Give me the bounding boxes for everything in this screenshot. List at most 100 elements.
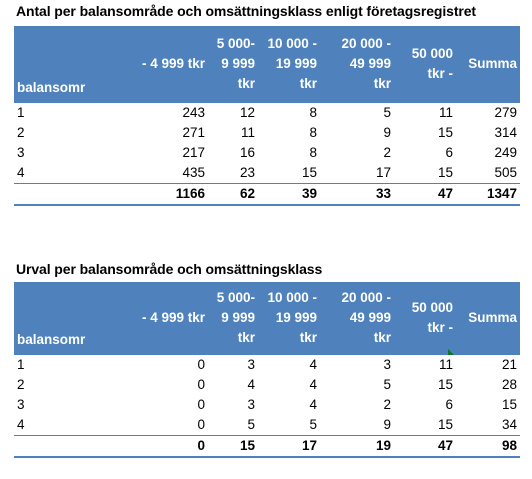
cell: 9: [383, 125, 391, 140]
cell: 11: [438, 357, 453, 372]
cell: 249: [494, 145, 517, 160]
table-row: 2 271 11 8 9 15 314: [14, 123, 520, 143]
row-label: 1: [17, 357, 25, 372]
total-cell: 19: [320, 435, 394, 458]
header-col-4: 20 000 -49 999 tkr: [320, 26, 394, 103]
header-col-2: 5 000- 9 999 tkr: [208, 282, 258, 355]
cell: 15: [437, 125, 453, 140]
total-cell: 1166: [122, 183, 208, 206]
cell: 9: [383, 417, 391, 432]
cell: 8: [309, 125, 317, 140]
table-row: 1 0 3 4 3 11 21: [14, 355, 520, 376]
cell: 11: [240, 125, 255, 140]
cell: 505: [494, 165, 517, 180]
cell: 11: [438, 105, 453, 120]
cell: 15: [501, 397, 517, 412]
cell: 217: [182, 145, 205, 160]
table1: balansomr - 4 999 tkr 5 000- 9 999 tkr 10 …: [14, 26, 520, 206]
table1-header-row: balansomr - 4 999 tkr 5 000- 9 999 tkr 10 …: [14, 26, 520, 103]
total-cell: 33: [320, 183, 394, 206]
cell: 6: [445, 397, 453, 412]
cell: 5: [383, 377, 391, 392]
cell: 435: [182, 165, 205, 180]
header-balansomr: balansomr: [14, 282, 122, 355]
cell: 4: [309, 357, 317, 372]
cell: 16: [239, 145, 255, 160]
table-row: 1 243 12 8 5 11 279: [14, 103, 520, 124]
cell: 279: [494, 105, 517, 120]
total-label: [14, 435, 122, 458]
cell: 5: [247, 417, 255, 432]
row-label: 4: [17, 165, 25, 180]
total-cell: 47: [394, 183, 456, 206]
cell: 3: [383, 357, 391, 372]
header-col-3: 10 000 -19 999 tkr: [258, 26, 320, 103]
comment-marker-icon: [448, 349, 454, 355]
row-label: 2: [17, 377, 25, 392]
row-label: 1: [17, 105, 25, 120]
cell: 15: [437, 417, 453, 432]
total-cell: 98: [456, 435, 520, 458]
cell: 8: [309, 145, 317, 160]
header-col-5: 50 000 tkr -: [394, 26, 456, 103]
header-col-3: 10 000 -19 999 tkr: [258, 282, 320, 355]
table-row: 4 435 23 15 17 15 505: [14, 163, 520, 184]
total-row: 0 15 17 19 47 98: [14, 435, 520, 458]
cell: 4: [309, 397, 317, 412]
table1-title: Antal per balansområde och omsättningskl…: [16, 3, 476, 19]
total-cell: 15: [208, 435, 258, 458]
row-label: 4: [17, 417, 25, 432]
cell: 4: [309, 377, 317, 392]
total-cell: 17: [258, 435, 320, 458]
cell: 2: [383, 397, 391, 412]
header-col-1: - 4 999 tkr: [122, 282, 208, 355]
cell: 21: [501, 357, 517, 372]
cell: 0: [197, 357, 205, 372]
row-label: 2: [17, 125, 25, 140]
cell: 0: [197, 377, 205, 392]
header-col-5: 50 000 tkr -: [394, 282, 456, 355]
cell: 15: [437, 165, 453, 180]
cell: 0: [197, 397, 205, 412]
total-cell: 0: [122, 435, 208, 458]
total-label: [14, 183, 122, 206]
table-row: 4 0 5 5 9 15 34: [14, 415, 520, 436]
table-row: 3 217 16 8 2 6 249: [14, 143, 520, 163]
row-label: 3: [17, 397, 25, 412]
table2-header-row: balansomr - 4 999 tkr 5 000- 9 999 tkr 10 …: [14, 282, 520, 355]
cell: 6: [445, 145, 453, 160]
cell: 15: [301, 165, 317, 180]
total-cell: 62: [208, 183, 258, 206]
header-balansomr: balansomr: [14, 26, 122, 103]
cell: 3: [247, 397, 255, 412]
cell: 243: [182, 105, 205, 120]
table2-title: Urval per balansområde och omsättningskl…: [16, 261, 323, 277]
total-cell: 1347: [456, 183, 520, 206]
row-label: 3: [17, 145, 25, 160]
cell: 15: [437, 377, 453, 392]
total-row: 1166 62 39 33 47 1347: [14, 183, 520, 206]
header-summa: Summa: [456, 282, 520, 355]
cell: 5: [383, 105, 391, 120]
cell: 17: [375, 165, 391, 180]
cell: 271: [182, 125, 205, 140]
cell: 12: [239, 105, 255, 120]
cell: 314: [494, 125, 517, 140]
cell: 23: [239, 165, 255, 180]
table-row: 2 0 4 4 5 15 28: [14, 375, 520, 395]
cell: 3: [247, 357, 255, 372]
cell: 5: [309, 417, 317, 432]
header-summa: Summa: [456, 26, 520, 103]
header-col-2: 5 000- 9 999 tkr: [208, 26, 258, 103]
cell: 34: [501, 417, 517, 432]
cell: 8: [309, 105, 317, 120]
cell: 4: [247, 377, 255, 392]
cell: 0: [197, 417, 205, 432]
table-row: 3 0 3 4 2 6 15: [14, 395, 520, 415]
table2: balansomr - 4 999 tkr 5 000- 9 999 tkr 10 …: [14, 282, 520, 458]
header-col-1: - 4 999 tkr: [122, 26, 208, 103]
cell: 2: [383, 145, 391, 160]
total-cell: 47: [394, 435, 456, 458]
cell: 28: [501, 377, 517, 392]
total-cell: 39: [258, 183, 320, 206]
